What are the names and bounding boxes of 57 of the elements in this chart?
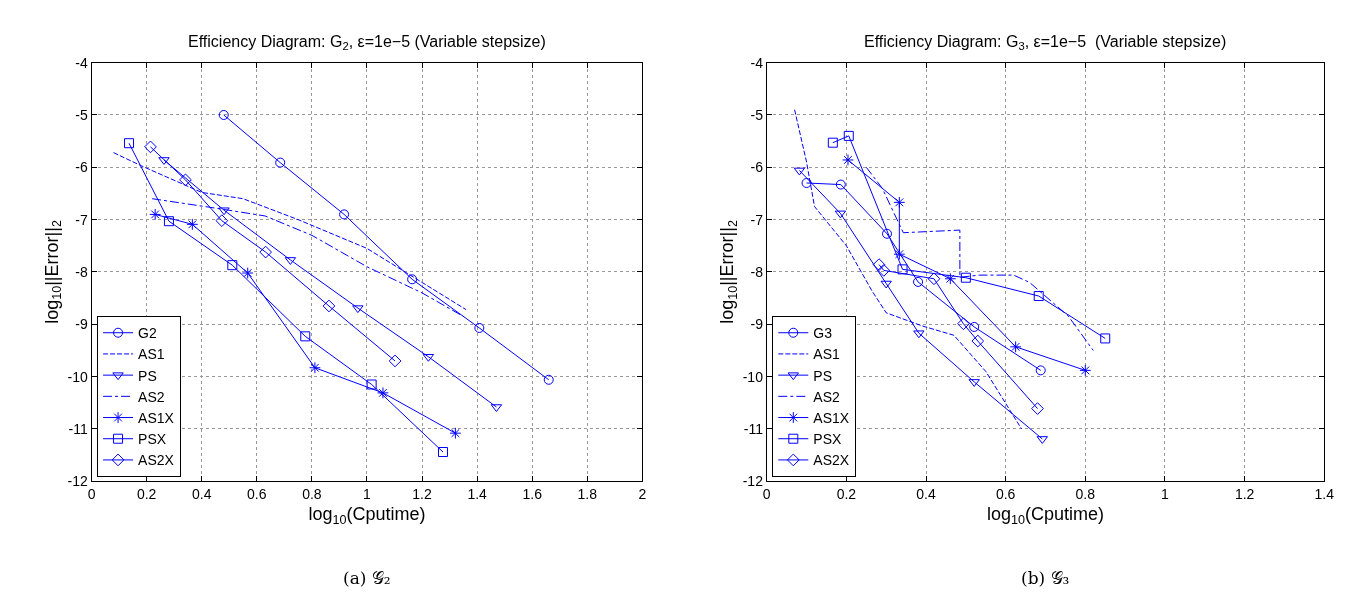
legend-label: PSX (813, 431, 842, 448)
legend-label: AS2X (138, 452, 175, 469)
x-tick-label: 1.2 (1234, 486, 1255, 503)
y-tick-label: -10 (67, 368, 88, 385)
y-tick-label: -7 (75, 211, 88, 228)
x-tick-label: 0.8 (302, 486, 322, 503)
text: (b) 𝒢₃ (1021, 568, 1070, 588)
x-tick-label: 0.4 (916, 486, 936, 503)
chart-title: Efficiency Diagram: G$_{3}$, ε=1e−5 (Variable stepsize) (864, 33, 1227, 53)
legend-label: AS1 (813, 346, 840, 363)
x-tick-label: 1 (1161, 486, 1170, 503)
y-tick-label: -5 (750, 106, 764, 123)
legend-label: PS (813, 367, 832, 384)
x-tick-label: 0 (87, 486, 96, 503)
y-tick-label: -12 (67, 473, 88, 490)
x-tick-label: 0.2 (136, 486, 157, 503)
y-tick-label: -11 (743, 420, 764, 437)
x-tick-label: 1.8 (577, 486, 598, 503)
x-tick-label: 1.4 (1314, 486, 1335, 503)
legend-label: PSX (138, 431, 167, 448)
x-tick-label: 1.6 (522, 486, 543, 503)
legend-label: AS2 (138, 388, 165, 405)
x-axis-title: log$_{10}$(Cputime) (986, 504, 1105, 527)
y-tick-label: -11 (68, 420, 88, 437)
x-tick-label: 1.2 (412, 486, 432, 503)
x-tick-label: 0 (762, 486, 771, 503)
legend-label: AS2 (813, 388, 840, 405)
y-tick-label: -6 (750, 159, 764, 176)
chart-title: Efficiency Diagram: G$_{2}$, ε=1e−5 (Variable stepsize) (188, 33, 546, 53)
y-tick-label: -8 (750, 263, 764, 280)
x-tick-label: 1 (363, 486, 372, 503)
y-tick-label: -5 (75, 106, 88, 123)
legend-label: G3 (813, 325, 833, 342)
x-tick-label: 2 (638, 486, 647, 503)
x-tick-label: 0.2 (836, 486, 857, 503)
y-tick-label: -9 (750, 316, 764, 333)
y-tick-label: -6 (75, 159, 88, 176)
legend-label: AS2X (813, 452, 850, 469)
y-tick-label: -12 (742, 473, 764, 490)
legend-label: AS1X (138, 409, 175, 426)
legend-label: G2 (138, 325, 157, 342)
y-tick-label: -9 (75, 316, 88, 333)
y-tick-label: -4 (750, 54, 764, 71)
x-tick-label: 1.4 (467, 486, 488, 503)
y-tick-label: -10 (742, 368, 764, 385)
x-tick-label: 0.6 (247, 486, 267, 503)
legend-label: AS1 (138, 346, 165, 363)
x-tick-label: 0.6 (995, 486, 1016, 503)
y-tick-label: -8 (75, 263, 88, 280)
legend-label: PS (138, 367, 157, 384)
text: (a) 𝒢₂ (343, 568, 391, 588)
x-tick-label: 0.8 (1075, 486, 1096, 503)
legend-label: AS1X (813, 409, 850, 426)
y-tick-label: -7 (750, 211, 764, 228)
x-tick-label: 0.4 (191, 486, 212, 503)
y-tick-label: -4 (75, 54, 88, 71)
x-axis-title: log$_{10}$(Cputime) (308, 504, 426, 527)
